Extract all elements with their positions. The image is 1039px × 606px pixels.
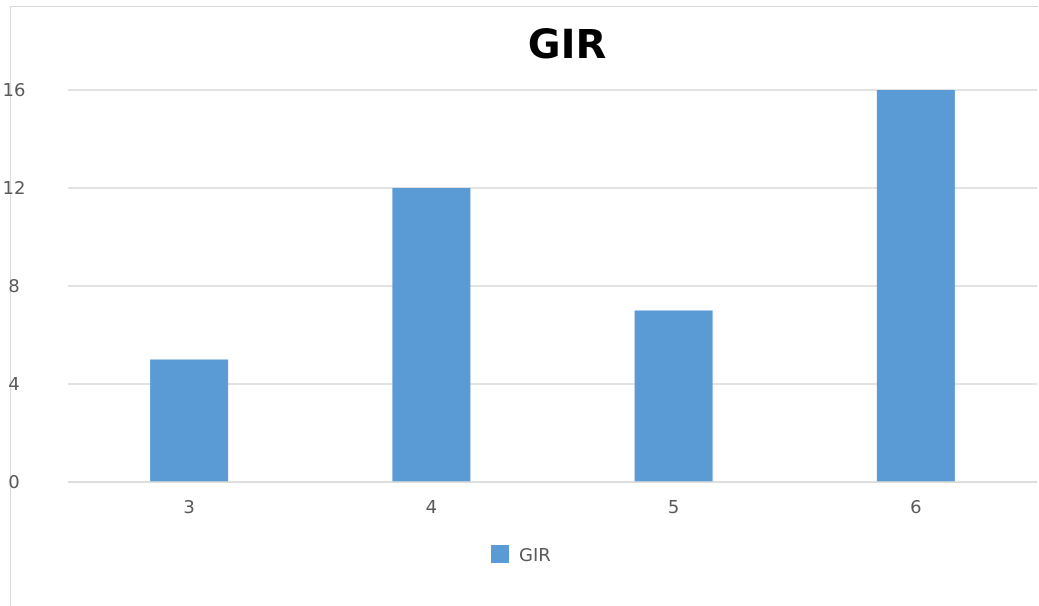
y-tick-label: 16 <box>3 80 26 101</box>
bars <box>68 90 1037 483</box>
x-tick-label: 3 <box>183 497 194 518</box>
y-tick-label: 0 <box>8 472 19 493</box>
chart-frame <box>10 6 1038 606</box>
bar-5 <box>634 310 713 482</box>
legend-label: GIR <box>519 545 551 566</box>
bar-6 <box>876 90 955 482</box>
legend: GIR <box>491 545 551 566</box>
x-axis-ticks: 3 4 5 6 <box>183 497 921 518</box>
y-axis-ticks: 0 4 8 12 16 <box>3 80 26 493</box>
x-tick-label: 6 <box>910 497 921 518</box>
y-tick-label: 8 <box>8 276 19 297</box>
bar-chart: GIR 0 4 8 12 16 3 4 5 6 GIR <box>3 22 1037 566</box>
x-tick-label: 5 <box>668 497 679 518</box>
legend-swatch <box>491 545 509 563</box>
y-tick-label: 4 <box>8 374 19 395</box>
x-tick-label: 4 <box>426 497 437 518</box>
chart-title: GIR <box>528 22 607 68</box>
bar-4 <box>392 188 471 482</box>
bar-3 <box>150 359 229 482</box>
y-tick-label: 12 <box>3 178 26 199</box>
